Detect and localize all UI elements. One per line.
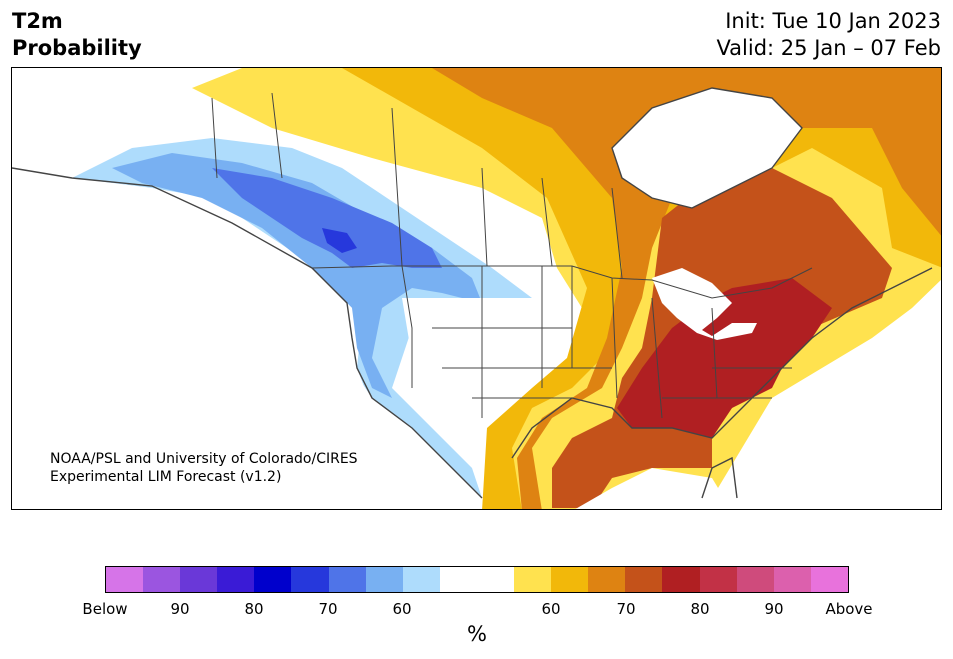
colorbar-unit: % xyxy=(467,622,487,646)
hudson-bay-region xyxy=(612,88,802,208)
colorbar-segment xyxy=(514,567,552,592)
colorbar-segment xyxy=(106,567,144,592)
colorbar xyxy=(105,566,849,593)
probability-map: NOAA/PSL and University of Colorado/CIRE… xyxy=(12,68,941,509)
pacific-ocean-mask xyxy=(12,68,481,509)
valid-date: Valid: 25 Jan – 07 Feb xyxy=(716,36,941,60)
colorbar-segment xyxy=(551,567,589,592)
colorbar-tick-label: 80 xyxy=(244,600,264,618)
gulf-mask xyxy=(575,468,731,509)
province-lines xyxy=(211,92,623,279)
political-boundaries xyxy=(12,87,933,499)
colorbar-tick-label: 70 xyxy=(616,600,636,618)
colorbar-segment xyxy=(810,567,848,592)
colorbar-segment xyxy=(217,567,255,592)
colorbar-tick-label: 60 xyxy=(392,600,412,618)
colorbar-segment xyxy=(254,567,292,592)
colorbar-segment xyxy=(180,567,218,592)
title-line-1: T2m xyxy=(12,9,63,33)
cold-75-region xyxy=(322,228,357,253)
colorbar-tick-label: 60 xyxy=(541,600,561,618)
forecast-dates: Init: Tue 10 Jan 2023 Valid: 25 Jan – 07… xyxy=(716,8,941,62)
credit-line-2: Experimental LIM Forecast (v1.2) xyxy=(50,469,281,485)
credit-text: NOAA/PSL and University of Colorado/CIRE… xyxy=(50,451,358,485)
colorbar-segment xyxy=(476,567,515,592)
colorbar-segment xyxy=(291,567,329,592)
cold-60-region xyxy=(72,138,532,498)
colorbar-tick-label: Below xyxy=(82,600,128,618)
colorbar-segment xyxy=(699,567,737,592)
title-line-2: Probability xyxy=(12,36,142,60)
credit-line-1: NOAA/PSL and University of Colorado/CIRE… xyxy=(50,451,358,467)
map-panel: NOAA/PSL and University of Colorado/CIRE… xyxy=(11,67,942,510)
colorbar-segment xyxy=(773,567,811,592)
colorbar-segment xyxy=(365,567,403,592)
state-lines xyxy=(401,265,792,419)
colorbar-segment xyxy=(439,567,477,592)
colorbar-segment xyxy=(328,567,366,592)
colorbar-tick-label: 80 xyxy=(690,600,710,618)
great-lakes-region xyxy=(652,268,757,340)
colorbar-tick-label: Above xyxy=(825,600,873,618)
init-date: Init: Tue 10 Jan 2023 xyxy=(725,9,941,33)
colorbar-tick-label: 70 xyxy=(318,600,338,618)
colorbar-segment xyxy=(736,567,774,592)
colorbar-segment xyxy=(402,567,440,592)
colorbar-segment xyxy=(588,567,626,592)
cold-70-region xyxy=(212,168,442,268)
colorbar-segment xyxy=(662,567,700,592)
coastline xyxy=(12,87,933,499)
plot-title: T2m Probability xyxy=(12,8,142,62)
colorbar-tick-label: 90 xyxy=(764,600,784,618)
colorbar-segment xyxy=(625,567,663,592)
colorbar-tick-label: 90 xyxy=(170,600,190,618)
colorbar-segment xyxy=(143,567,181,592)
